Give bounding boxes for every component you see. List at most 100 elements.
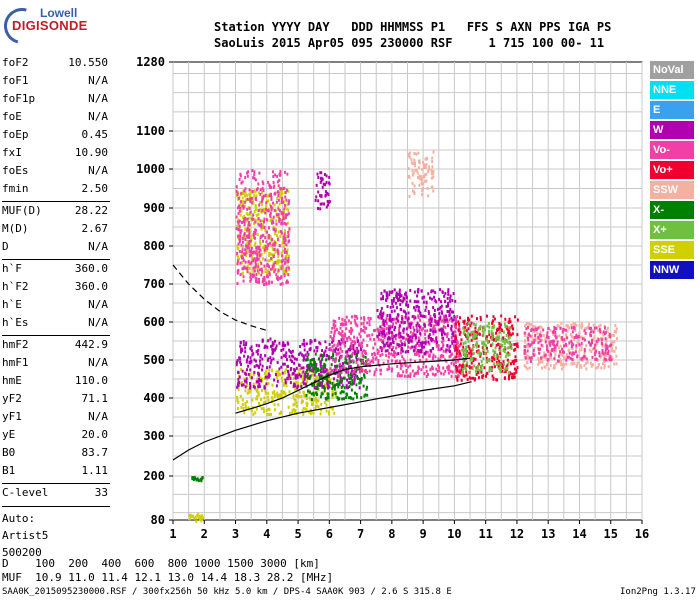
echo-point [312,391,315,395]
echo-point [561,353,564,357]
echo-point [399,294,402,298]
echo-point [419,331,422,335]
echo-point [338,339,341,343]
echo-point [348,357,351,361]
echo-point [276,379,279,383]
echo-point [198,514,201,518]
echo-point [465,364,468,368]
legend-item: NNW [650,261,694,279]
echo-point [457,351,460,355]
echo-point [565,323,568,327]
echo-point [316,172,319,176]
echo-point [240,209,243,213]
echo-point [451,341,454,345]
echo-point [381,346,384,350]
echo-point [395,359,398,363]
echo-point [327,396,330,400]
echo-point [601,348,604,352]
echo-point [396,374,399,378]
echo-point [287,235,290,239]
echo-point [434,291,437,295]
echo-point [544,356,547,360]
echo-point [248,220,251,224]
echo-point [194,515,197,519]
echo-point [384,319,387,323]
echo-point [402,370,405,374]
echo-point [528,356,531,360]
echo-point [463,321,466,325]
echo-point [242,266,245,270]
echo-point [256,258,259,262]
echo-point [309,375,312,379]
echo-point [516,366,519,370]
echo-point [553,343,556,347]
echo-point [299,351,302,355]
echo-point [440,300,443,304]
echo-point [282,235,285,239]
echo-point [306,364,309,368]
echo-point [270,195,273,199]
echo-point [272,217,275,221]
echo-point [324,182,327,186]
echo-point [503,376,506,380]
echo-point [252,217,255,221]
echo-point [447,368,450,372]
echo-point [284,237,287,241]
echo-point [505,365,508,369]
echo-point [352,381,355,385]
echo-point [324,193,327,197]
param-row: foF1 N/A [2,74,108,92]
echo-point [393,288,396,292]
echo-point [409,358,412,362]
echo-point [546,363,549,367]
echo-point [458,349,461,353]
echo-point [289,377,292,381]
echo-point [341,397,344,401]
echo-point [287,266,290,270]
echo-point [342,337,345,341]
echo-point [350,396,353,400]
echo-point [296,381,299,385]
echo-point [502,360,505,364]
echo-point [404,364,407,368]
echo-point [295,366,298,370]
echo-point [306,402,309,406]
echo-point [294,408,297,412]
echo-point [303,356,306,360]
echo-point [491,335,494,339]
echo-point [347,365,350,369]
echo-point [462,374,465,378]
echo-point [432,189,435,193]
echo-point [309,366,312,370]
echo-point [248,194,251,198]
echo-point [279,282,282,286]
param-value: N/A [88,110,108,123]
echo-point [354,321,357,325]
echo-point [256,252,259,256]
echo-point [362,349,365,353]
param-name: fmin [2,182,29,195]
echo-point [271,243,274,247]
echo-point [351,359,354,363]
echo-point [277,270,280,274]
echo-point [344,357,347,361]
echo-point [260,234,263,238]
echo-point [560,363,563,367]
echo-point [409,335,412,339]
echo-point [478,332,481,336]
echo-point [271,396,274,400]
echo-point [532,324,535,328]
echo-point [284,255,287,259]
echo-point [502,340,505,344]
echo-point [424,157,427,161]
echo-point [254,197,257,201]
echo-point [482,333,485,337]
echo-point [472,336,475,340]
echo-point [254,241,257,245]
echo-point [326,392,329,396]
echo-point [287,364,290,368]
echo-point [615,354,618,358]
echo-point [405,327,408,331]
echo-point [484,352,487,356]
echo-point [477,362,480,366]
